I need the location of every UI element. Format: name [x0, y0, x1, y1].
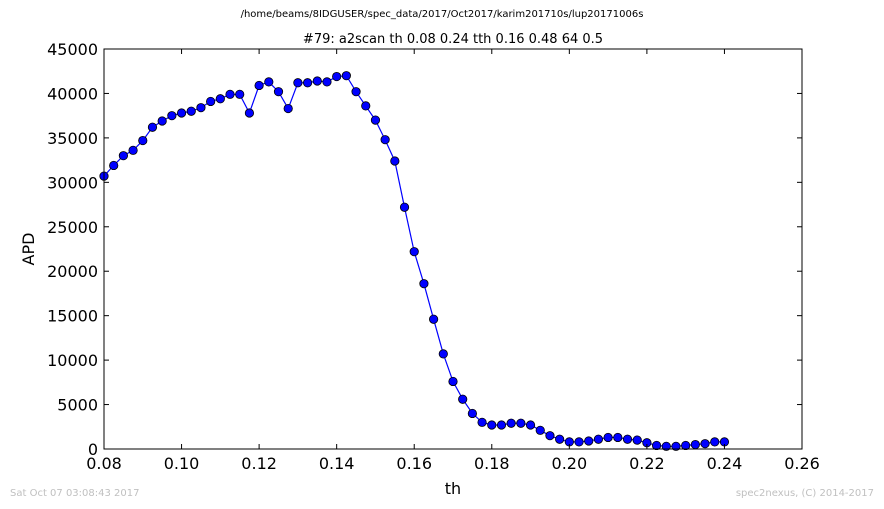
data-point [302, 78, 313, 88]
data-point [370, 115, 381, 125]
data-point [429, 314, 439, 324]
x-tick-label: 0.16 [396, 454, 432, 473]
data-point [293, 78, 303, 88]
data-point [235, 89, 245, 99]
data-point [380, 135, 390, 145]
data-point [700, 439, 710, 449]
data-point [632, 435, 642, 445]
x-axis-label: th [445, 479, 461, 498]
x-tick-label: 0.22 [629, 454, 665, 473]
series-layer [99, 71, 730, 451]
data-point [390, 156, 400, 166]
data-point [661, 441, 671, 451]
y-tick-label: 45000 [47, 40, 98, 59]
data-point [332, 71, 342, 82]
y-tick-label: 25000 [47, 218, 98, 237]
data-point [196, 103, 206, 113]
x-axis: 0.08 0.10 0.12 0.14 0.16 0.18 0.20 0.22 0.24 0.26 [86, 49, 820, 473]
y-tick-label: 20000 [47, 262, 98, 281]
data-point [264, 77, 274, 87]
data-point [254, 80, 264, 91]
y-tick-label: 40000 [47, 84, 98, 103]
chart-title: #79: a2scan th 0.08 0.24 tth 0.16 0.48 6… [303, 32, 603, 47]
data-point [467, 408, 477, 419]
data-point [448, 376, 458, 387]
data-point [147, 122, 158, 132]
data-point [671, 441, 681, 451]
data-point [225, 89, 235, 99]
x-tick-label: 0.18 [474, 454, 510, 473]
x-tick-label: 0.20 [552, 454, 588, 473]
data-point [710, 437, 720, 447]
y-axis-label: APD [19, 233, 38, 266]
data-point [545, 431, 555, 441]
y-tick-label: 15000 [47, 307, 98, 326]
data-point [506, 418, 516, 428]
footer-timestamp: Sat Oct 07 03:08:43 2017 [10, 488, 140, 499]
data-point [312, 76, 322, 86]
figure-suptitle: /home/beams/8IDGUSER/spec_data/2017/Oct2… [240, 9, 644, 20]
data-point [525, 420, 536, 430]
data-point [651, 440, 662, 451]
data-point [283, 103, 293, 114]
x-tick-label: 0.14 [319, 454, 355, 473]
data-point [603, 432, 613, 443]
footer-credit: spec2nexus, (C) 2014-2017 [735, 488, 874, 499]
y-tick-label: 10000 [47, 351, 98, 370]
data-point [273, 87, 284, 97]
data-point [496, 420, 507, 430]
data-point [458, 394, 468, 404]
data-point [176, 108, 187, 118]
x-tick-label: 0.08 [86, 454, 122, 473]
data-point [361, 101, 371, 111]
y-tick-label: 30000 [47, 173, 98, 192]
data-point [477, 417, 487, 427]
y-tick-label: 35000 [47, 129, 98, 148]
data-point [555, 434, 565, 444]
data-point [244, 108, 255, 118]
x-tick-label: 0.10 [164, 454, 200, 473]
data-point [613, 432, 623, 443]
data-point [690, 439, 700, 450]
data-point [438, 349, 448, 359]
plot-frame [103, 48, 803, 450]
y-axis: 0 5000 10000 15000 20000 25000 30000 35000 40000… [47, 40, 802, 459]
data-point [109, 160, 119, 171]
data-point [584, 436, 594, 446]
x-tick-label: 0.24 [707, 454, 743, 473]
data-point [419, 279, 429, 289]
x-tick-label: 0.26 [784, 454, 820, 473]
data-point [409, 247, 419, 257]
data-point [341, 71, 351, 81]
data-point [516, 418, 526, 428]
y-tick-label: 5000 [57, 396, 98, 415]
y-tick-label: 0 [88, 440, 98, 459]
data-point [157, 116, 167, 126]
data-point [351, 87, 361, 97]
data-point [322, 77, 332, 87]
data-point [138, 135, 148, 146]
data-point [399, 202, 410, 212]
data-point [535, 425, 545, 435]
data-point [215, 94, 225, 104]
data-point [574, 437, 584, 447]
data-point [128, 145, 138, 155]
data-point [681, 440, 691, 451]
data-point [206, 96, 216, 107]
data-point [487, 420, 497, 430]
data-point [593, 434, 604, 444]
data-point [622, 434, 633, 444]
x-tick-label: 0.12 [241, 454, 277, 473]
data-point [186, 106, 196, 116]
data-point [118, 151, 128, 161]
series-line [103, 75, 725, 447]
data-point [167, 111, 177, 121]
